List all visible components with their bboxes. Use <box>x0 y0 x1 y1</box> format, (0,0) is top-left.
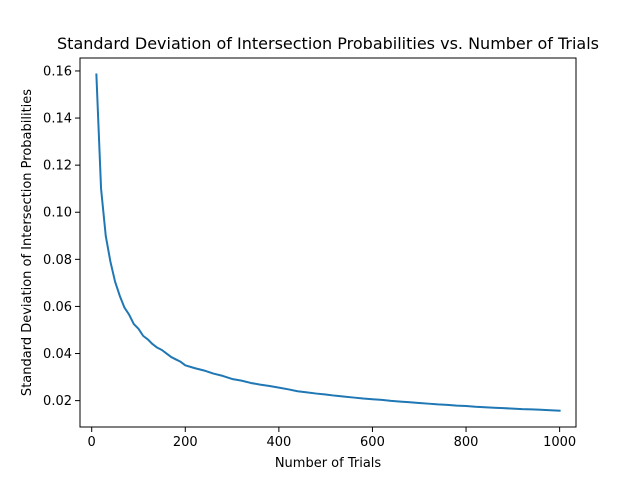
x-tick-label: 0 <box>88 435 96 450</box>
y-axis-label: Standard Deviation of Intersection Proba… <box>20 89 35 396</box>
plot-area <box>95 73 561 412</box>
x-axis: 0 200 400 600 800 1000 <box>88 427 576 450</box>
x-tick-label: 600 <box>360 435 385 450</box>
plot-frame <box>79 57 577 428</box>
y-tick-label: 0.08 <box>43 253 72 268</box>
y-tick-label: 0.14 <box>43 112 72 127</box>
y-tick-label: 0.06 <box>43 300 72 315</box>
y-tick-label: 0.04 <box>43 347 72 362</box>
series-line-0 <box>95 73 561 412</box>
y-axis: 0.02 0.04 0.06 0.08 0.10 0.12 0.14 0.16 <box>43 64 80 409</box>
y-tick-label: 0.02 <box>43 394 72 409</box>
y-tick-label: 0.16 <box>43 64 72 79</box>
x-axis-label: Number of Trials <box>275 456 382 471</box>
y-tick-label: 0.10 <box>43 206 72 221</box>
x-tick-label: 400 <box>266 435 291 450</box>
x-tick-label: 200 <box>173 435 198 450</box>
y-tick-label: 0.12 <box>43 159 72 174</box>
x-tick-label: 1000 <box>543 435 576 450</box>
x-tick-label: 800 <box>454 435 479 450</box>
chart-title: Standard Deviation of Intersection Proba… <box>57 34 599 53</box>
